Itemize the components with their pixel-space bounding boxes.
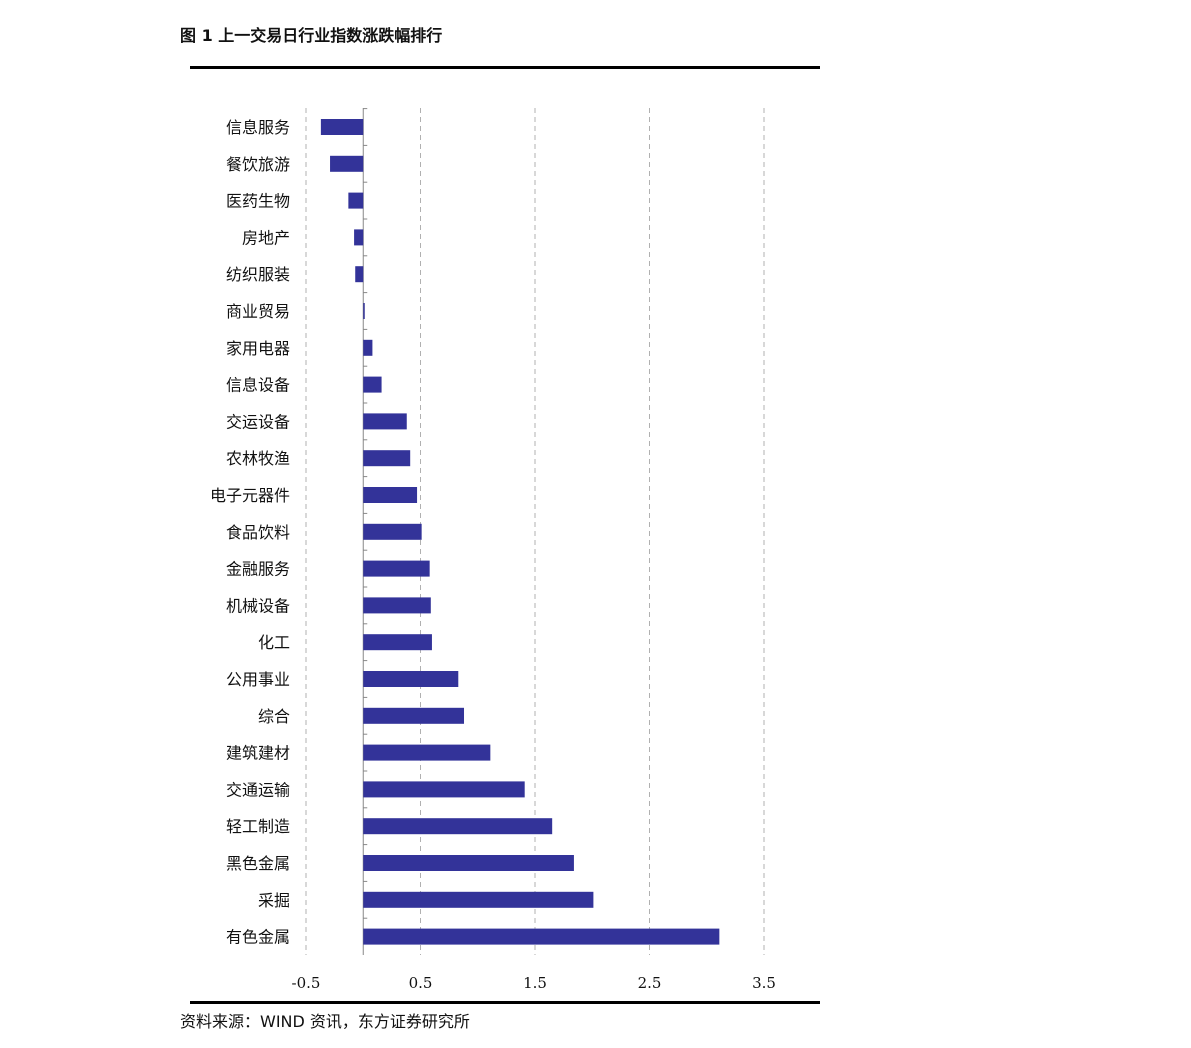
x-tick-label: -0.5: [292, 974, 321, 992]
category-label: 电子元器件: [210, 486, 290, 505]
bar-家用电器: [363, 339, 373, 356]
bar-公用事业: [363, 671, 459, 687]
bar-交运设备: [363, 413, 407, 430]
bar-纺织服装: [355, 266, 364, 283]
bar-餐饮旅游: [330, 155, 364, 172]
category-label: 公用事业: [226, 670, 290, 689]
bar-建筑建材: [363, 744, 491, 761]
category-label: 交运设备: [226, 412, 290, 431]
category-label: 商业贸易: [226, 302, 290, 321]
bottom-rule: [190, 1001, 820, 1004]
bar-化工: [363, 634, 432, 651]
bar-农林牧渔: [363, 450, 411, 467]
category-label: 机械设备: [226, 596, 290, 615]
category-label: 纺织服装: [226, 265, 290, 284]
bar-综合: [363, 707, 465, 724]
category-label: 房地产: [242, 228, 290, 247]
category-label: 黑色金属: [226, 854, 290, 873]
category-label: 轻工制造: [226, 817, 290, 836]
x-tick-label: 2.5: [638, 974, 662, 992]
category-label: 信息设备: [226, 376, 290, 395]
bar-机械设备: [363, 597, 431, 614]
bar-食品饮料: [363, 523, 422, 540]
top-rule: [190, 66, 820, 69]
bar-信息服务: [320, 119, 364, 135]
bar-黑色金属: [363, 855, 574, 871]
bar-商业贸易: [363, 303, 365, 319]
bar-信息设备: [363, 376, 382, 393]
bar-有色金属: [363, 928, 720, 945]
category-label: 综合: [258, 707, 290, 726]
category-label: 餐饮旅游: [226, 155, 290, 174]
category-label: 建筑建材: [226, 744, 290, 763]
figure-title: 图 1 上一交易日行业指数涨跌幅排行: [180, 26, 443, 45]
source-note: 资料来源：WIND 资讯，东方证券研究所: [180, 1012, 470, 1031]
bar-轻工制造: [363, 818, 553, 835]
category-label: 交通运输: [226, 780, 290, 799]
category-label: 农林牧渔: [226, 449, 290, 468]
bar-电子元器件: [363, 487, 418, 503]
category-label: 有色金属: [226, 928, 290, 947]
x-tick-label: 3.5: [752, 974, 776, 992]
category-label: 食品饮料: [226, 523, 290, 542]
x-tick-label: 0.5: [409, 974, 433, 992]
bar-房地产: [354, 229, 364, 246]
category-label: 家用电器: [226, 339, 290, 358]
x-tick-label: 1.5: [523, 974, 547, 992]
category-label: 金融服务: [226, 560, 290, 579]
category-label: 化工: [258, 633, 290, 652]
bar-金融服务: [363, 560, 430, 577]
bar-医药生物: [348, 192, 364, 209]
category-label: 医药生物: [226, 192, 290, 211]
bar-采掘: [363, 891, 594, 908]
category-label: 采掘: [258, 891, 290, 910]
bar-交通运输: [363, 781, 525, 798]
category-label: 信息服务: [226, 118, 290, 137]
